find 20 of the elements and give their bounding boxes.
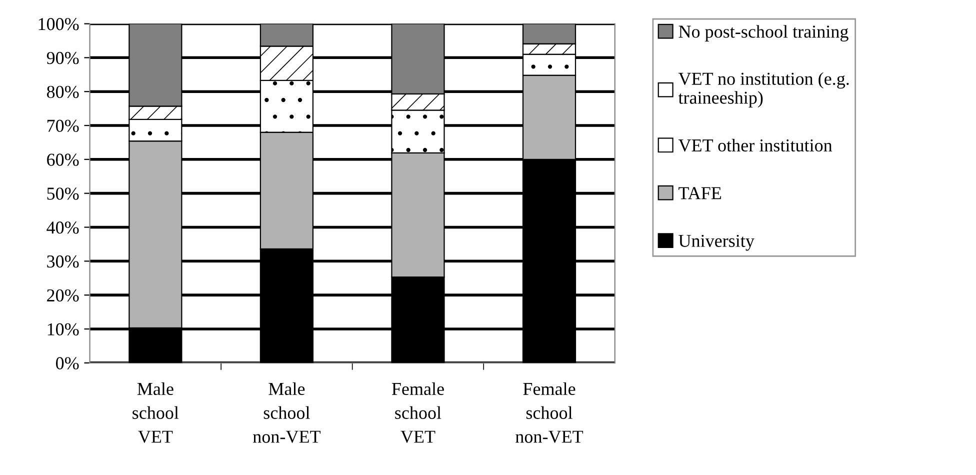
x-tick-label: Female school VET [392,382,444,443]
legend-label: VET other institution [678,138,832,152]
y-tick-label: 50% [47,188,79,200]
legend-label: University [678,234,754,251]
legend-label: TAFE [678,187,722,200]
y-tick-label: 60% [47,154,79,166]
y-tick-label: 40% [46,221,79,234]
y-tick-label: 30% [47,255,79,268]
x-tick-label: Male school VET [132,382,179,443]
y-tick-label: 20% [47,289,79,302]
y-tick-label: 70% [47,120,79,132]
y-tick-label: 0% [56,357,79,370]
y-tick-label: 80% [46,86,79,98]
y-tick-label: 100% [38,18,79,30]
y-tick-label: 90% [46,52,79,64]
legend-label: No post-school training [678,25,848,42]
x-tick-label: Female school non-VET [516,382,584,443]
x-tick-label: Male school non-VET [253,382,320,443]
y-tick-label: 10% [48,323,79,336]
legend-label: VET no institution (e.g. traineeship) [678,72,849,108]
